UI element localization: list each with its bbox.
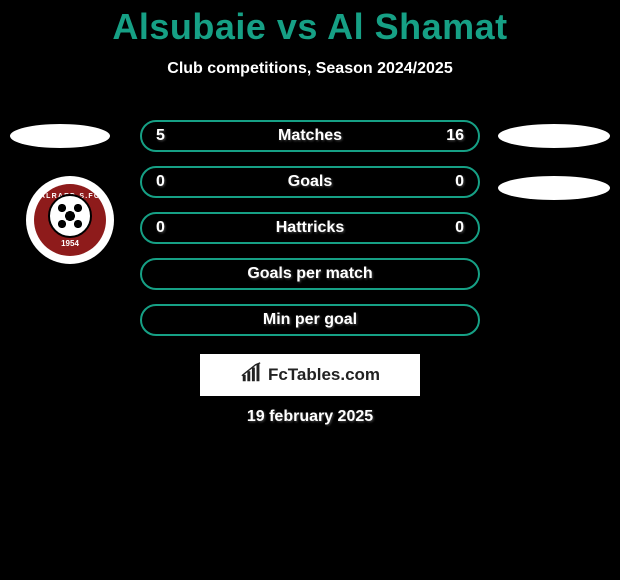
stat-right-value: 16 <box>446 122 464 150</box>
stat-row-matches: 5 Matches 16 <box>140 120 480 152</box>
stat-label: Min per goal <box>142 306 478 334</box>
footer-date: 19 february 2025 <box>0 408 620 426</box>
stat-row-goals: 0 Goals 0 <box>140 166 480 198</box>
player-photo-right-1 <box>498 124 610 148</box>
club-badge-year: 1954 <box>34 239 106 248</box>
bar-chart-icon <box>240 362 262 389</box>
stat-right-value: 0 <box>455 168 464 196</box>
fctables-banner[interactable]: FcTables.com <box>200 354 420 396</box>
stat-row-hattricks: 0 Hattricks 0 <box>140 212 480 244</box>
page-subtitle: Club competitions, Season 2024/2025 <box>0 60 620 78</box>
stat-row-goals-per-match: Goals per match <box>140 258 480 290</box>
player-photo-right-2 <box>498 176 610 200</box>
banner-text: FcTables.com <box>268 365 380 385</box>
club-badge: ALRAED S.FC 1954 <box>26 176 114 264</box>
stat-label: Matches <box>142 122 478 150</box>
stat-row-min-per-goal: Min per goal <box>140 304 480 336</box>
comparison-card: Alsubaie vs Al Shamat Club competitions,… <box>0 0 620 580</box>
stats-table: 5 Matches 16 0 Goals 0 0 Hattricks 0 Goa… <box>140 120 480 350</box>
stat-label: Goals per match <box>142 260 478 288</box>
stat-label: Hattricks <box>142 214 478 242</box>
stat-label: Goals <box>142 168 478 196</box>
stat-right-value: 0 <box>455 214 464 242</box>
soccer-ball-icon <box>48 194 92 238</box>
player-photo-left <box>10 124 110 148</box>
page-title: Alsubaie vs Al Shamat <box>0 0 620 48</box>
